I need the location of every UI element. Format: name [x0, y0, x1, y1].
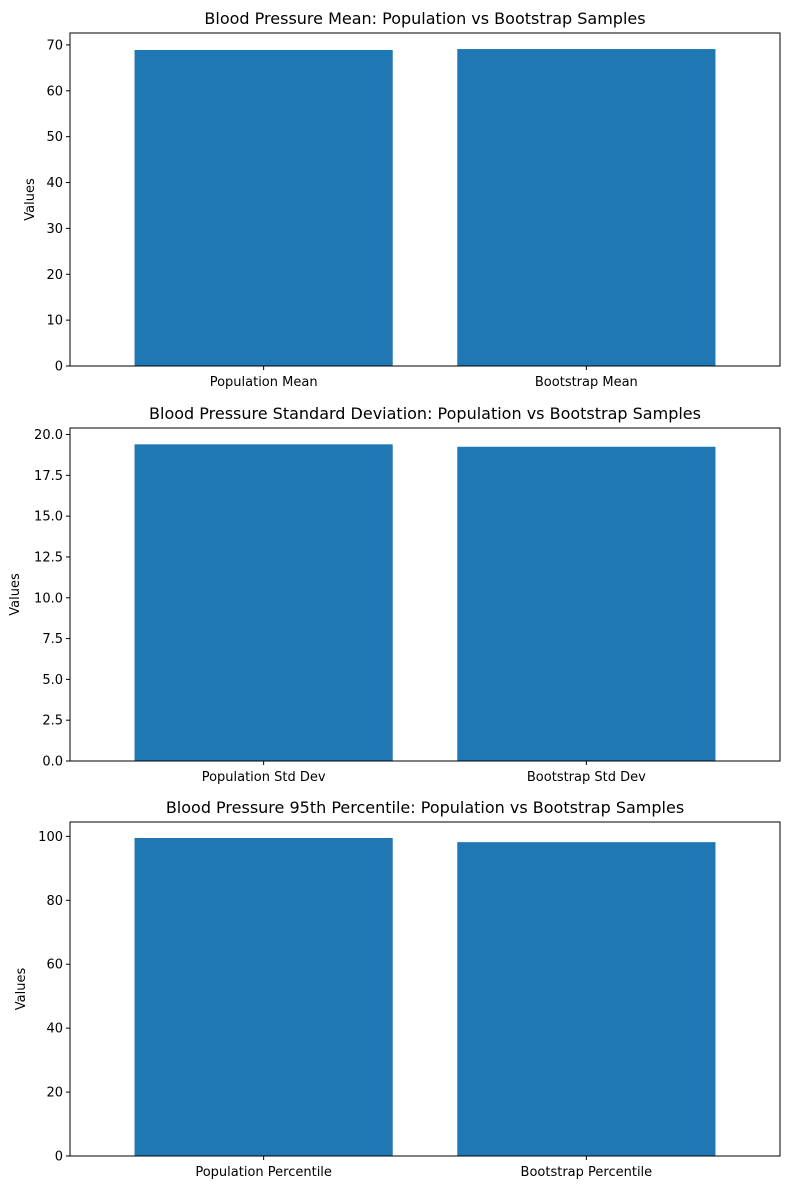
y-tick-label: 0 — [55, 360, 63, 375]
y-tick-label: 10.0 — [34, 591, 63, 606]
y-tick-label: 60 — [46, 958, 63, 973]
bar-2 — [457, 842, 716, 1156]
y-tick-label: 80 — [46, 894, 63, 909]
x-tick-label: Bootstrap Mean — [535, 375, 638, 390]
y-tick-label: 20 — [46, 268, 63, 283]
bar-1 — [134, 837, 393, 1156]
y-tick-label: 17.5 — [34, 469, 63, 484]
y-tick-label: 12.5 — [34, 550, 63, 565]
x-tick-label: Population Percentile — [195, 1165, 332, 1180]
chart-panel-3: Population Percentile Bootstrap Percentil… — [14, 798, 781, 1180]
y-axis-label: Values — [8, 573, 23, 616]
y-tick-label: 100 — [38, 830, 63, 845]
chart-title: Blood Pressure Mean: Population vs Boots… — [204, 9, 645, 28]
bar-1 — [134, 49, 393, 367]
y-axis-label: Values — [14, 968, 29, 1011]
y-tick-label: 10 — [46, 314, 63, 329]
bar-2 — [457, 446, 716, 761]
y-tick-label: 20 — [46, 1086, 63, 1101]
x-tick-label: Bootstrap Percentile — [521, 1165, 653, 1180]
y-tick-label: 0 — [55, 1150, 63, 1165]
y-tick-label: 5.0 — [42, 673, 63, 688]
x-tick-label: Bootstrap Std Dev — [527, 770, 646, 785]
y-tick-label: 0.0 — [42, 755, 63, 770]
bar-1 — [134, 444, 393, 761]
y-tick-label: 15.0 — [34, 510, 63, 525]
y-tick-label: 30 — [46, 222, 63, 237]
y-tick-label: 60 — [46, 84, 63, 99]
x-tick-label: Population Std Dev — [202, 770, 326, 785]
chart-title: Blood Pressure Standard Deviation: Popul… — [149, 404, 701, 423]
axes-frame — [69, 32, 781, 367]
chart-title: Blood Pressure 95th Percentile: Populati… — [166, 798, 684, 817]
y-axis-label: Values — [23, 178, 38, 221]
chart-panel-1: Population Mean Bootstrap Mean 0 10 20 30 40 50… — [23, 9, 781, 390]
y-tick-label: 2.5 — [42, 714, 63, 729]
y-tick-label: 40 — [46, 1022, 63, 1037]
axes-frame — [69, 427, 781, 762]
y-tick-label: 50 — [46, 130, 63, 145]
chart-panel-2: Population Std Dev Bootstrap Std Dev 0.0 2.… — [8, 404, 781, 785]
y-tick-label: 70 — [46, 38, 63, 53]
bar-2 — [457, 49, 716, 367]
y-tick-label: 7.5 — [42, 632, 63, 647]
y-tick-label: 40 — [46, 176, 63, 191]
x-tick-label: Population Mean — [210, 375, 318, 390]
axes-frame — [69, 821, 781, 1157]
y-tick-label: 20.0 — [34, 428, 63, 443]
